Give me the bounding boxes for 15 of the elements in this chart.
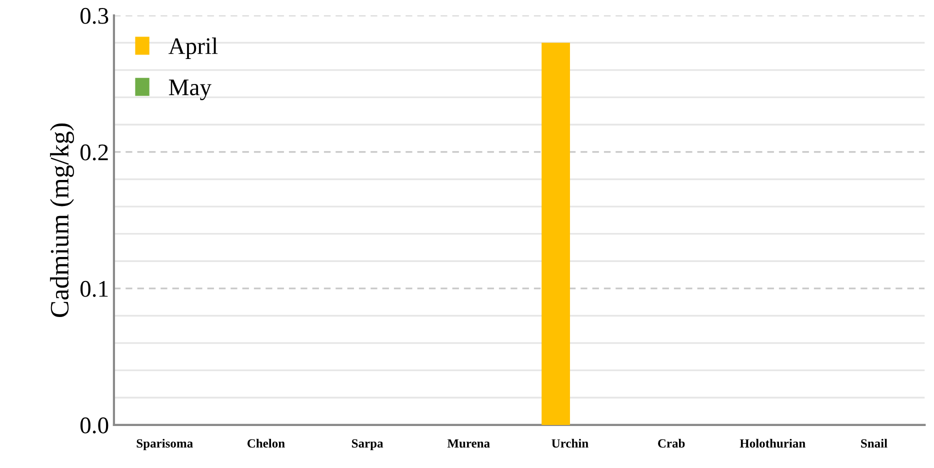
x-tick-label: Sarpa <box>352 439 384 450</box>
x-tick-label: Crab <box>658 438 685 448</box>
y-tick-label: 0.2 <box>80 144 108 160</box>
legend-label: May <box>168 80 212 100</box>
x-tick-label: Snail <box>861 438 888 448</box>
y-tick-label: 0.3 <box>80 8 108 24</box>
legend-label: April <box>168 38 218 59</box>
x-tick-label: Sparisoma <box>136 438 193 450</box>
y-tick-label: 0.0 <box>80 417 108 434</box>
y-tick-label: 0.1 <box>80 280 108 297</box>
x-tick-label: Chelon <box>247 438 285 448</box>
y-axis-title: Cadmium (mg/kg) <box>50 124 74 317</box>
x-tick-label: Murena <box>447 439 490 448</box>
x-tick-label: Urchin <box>552 438 588 448</box>
x-tick-label: Holothurian <box>740 438 806 448</box>
